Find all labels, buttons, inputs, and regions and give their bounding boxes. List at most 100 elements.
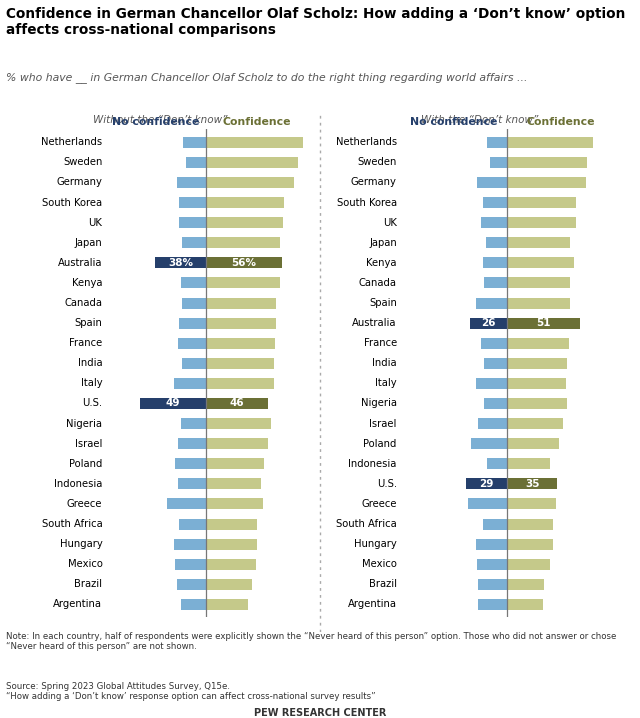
Bar [178, 478, 206, 490]
Bar [206, 157, 298, 168]
Text: India: India [78, 358, 102, 368]
Bar [206, 599, 248, 610]
Text: 38%: 38% [168, 258, 193, 268]
Text: 29: 29 [479, 479, 493, 489]
Text: Japan: Japan [75, 238, 102, 248]
Text: U.S.: U.S. [83, 398, 102, 409]
Bar [180, 277, 206, 289]
Bar [476, 378, 507, 389]
Text: 46: 46 [230, 398, 244, 409]
Text: Canada: Canada [359, 278, 397, 288]
Bar [484, 358, 507, 369]
Text: Italy: Italy [81, 378, 102, 388]
Bar [206, 337, 275, 349]
Text: Without the “Don’t know”: Without the “Don’t know” [93, 116, 227, 125]
Text: % who have __ in German Chancellor Olaf Scholz to do the right thing regarding w: % who have __ in German Chancellor Olaf … [6, 73, 528, 83]
Bar [483, 257, 507, 269]
Text: Italy: Italy [375, 378, 397, 388]
Bar [206, 378, 273, 389]
Text: 49: 49 [166, 398, 180, 409]
Bar [167, 498, 206, 510]
Text: Australia: Australia [352, 318, 397, 328]
Bar [206, 458, 264, 470]
Bar [477, 559, 507, 570]
Bar [179, 197, 206, 208]
Text: Germany: Germany [351, 177, 397, 187]
Bar [178, 438, 206, 449]
Text: Nigeria: Nigeria [67, 419, 102, 429]
Text: PEW RESEARCH CENTER: PEW RESEARCH CENTER [254, 708, 386, 718]
Bar [206, 257, 282, 269]
Bar [206, 559, 256, 570]
Bar [486, 237, 507, 248]
Bar [507, 237, 570, 248]
Bar [206, 237, 280, 248]
Text: South Africa: South Africa [42, 519, 102, 529]
Bar [484, 277, 507, 289]
Bar [490, 157, 507, 168]
Text: South Korea: South Korea [42, 197, 102, 208]
Bar [206, 136, 303, 148]
Bar [206, 398, 268, 409]
Bar [178, 337, 206, 349]
Text: Argentina: Argentina [53, 600, 102, 610]
Bar [487, 136, 507, 148]
Text: Israel: Israel [75, 439, 102, 449]
Bar [182, 297, 206, 309]
Bar [487, 458, 507, 470]
Text: UK: UK [88, 218, 102, 228]
Bar [206, 177, 294, 188]
Bar [470, 317, 507, 329]
Bar [186, 157, 206, 168]
Bar [507, 498, 556, 510]
Bar [507, 317, 580, 329]
Text: Netherlands: Netherlands [335, 137, 397, 147]
Text: Kenya: Kenya [366, 258, 397, 268]
Text: 56%: 56% [232, 258, 257, 268]
Text: Mexico: Mexico [68, 559, 102, 569]
Text: Hungary: Hungary [60, 539, 102, 549]
Text: Germany: Germany [56, 177, 102, 187]
Bar [206, 317, 276, 329]
Bar [175, 559, 206, 570]
Text: No confidence: No confidence [112, 117, 199, 127]
Text: Greece: Greece [362, 499, 397, 509]
Bar [507, 599, 543, 610]
Text: India: India [372, 358, 397, 368]
Text: Source: Spring 2023 Global Attitudes Survey, Q15e.
“How adding a ‘Don’t know’ re: Source: Spring 2023 Global Attitudes Sur… [6, 682, 376, 701]
Bar [507, 518, 553, 530]
Bar [479, 418, 507, 429]
Bar [179, 317, 206, 329]
Bar [476, 297, 507, 309]
Bar [206, 518, 257, 530]
Bar [174, 538, 206, 550]
Text: Confidence: Confidence [223, 117, 291, 127]
Text: Spain: Spain [74, 318, 102, 328]
Text: Indonesia: Indonesia [54, 479, 102, 489]
Text: Canada: Canada [65, 298, 102, 308]
Text: No confidence: No confidence [410, 117, 497, 127]
Bar [206, 217, 283, 228]
Text: 35: 35 [525, 479, 540, 489]
Bar [507, 197, 576, 208]
Text: Netherlands: Netherlands [41, 137, 102, 147]
Bar [483, 197, 507, 208]
Bar [507, 217, 576, 228]
Text: South Africa: South Africa [336, 519, 397, 529]
Text: Nigeria: Nigeria [361, 398, 397, 409]
Text: Brazil: Brazil [74, 579, 102, 589]
Bar [206, 438, 268, 449]
Text: France: France [364, 338, 397, 348]
Text: Indonesia: Indonesia [348, 459, 397, 469]
Bar [507, 136, 593, 148]
Text: UK: UK [383, 218, 397, 228]
Bar [507, 559, 550, 570]
Bar [507, 257, 574, 269]
Bar [140, 398, 206, 409]
Bar [479, 599, 507, 610]
Text: Confidence: Confidence [527, 117, 595, 127]
Text: Argentina: Argentina [348, 600, 397, 610]
Text: Greece: Greece [67, 499, 102, 509]
Text: Mexico: Mexico [362, 559, 397, 569]
Bar [465, 478, 507, 490]
